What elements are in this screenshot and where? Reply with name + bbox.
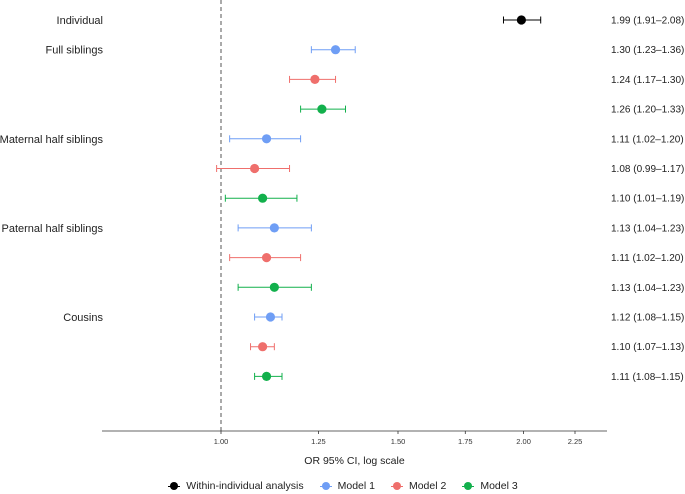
point-estimate [317,104,327,114]
estimate-row [224,193,298,203]
tick-label: 1.00 [214,437,229,446]
legend-marker-icon [390,481,404,491]
tick-label: 2.00 [516,437,531,446]
point-estimate [269,223,279,233]
point-estimate [265,312,276,322]
legend-item: Model 2 [390,480,446,492]
legend-marker-icon [461,481,475,491]
ci-text: 1.10 (1.01–1.19) [611,194,684,205]
point-estimate [261,253,272,263]
ci-text: 1.08 (0.99–1.17) [611,164,684,175]
estimate-row [250,342,275,352]
estimate-row [237,223,312,233]
ci-text: 1.10 (1.07–1.13) [611,342,684,353]
estimate-row [237,282,312,292]
legend-item: Model 1 [319,480,375,492]
group-label: Paternal half siblings [1,223,103,235]
group-label: Individual [57,15,103,27]
legend-label: Model 2 [408,480,447,492]
group-label: Cousins [63,312,103,324]
point-estimate [258,193,268,203]
point-estimate [269,282,279,292]
estimate-row [229,134,302,144]
x-axis-title: OR 95% CI, log scale [304,455,405,467]
tick-label: 1.75 [458,437,473,446]
legend: Within-individual analysis Model 1 Model 2… [0,478,685,494]
ci-text: 1.11 (1.02–1.20) [611,134,684,145]
ci-text: 1.26 (1.20–1.33) [611,105,684,116]
ci-text: 1.12 (1.08–1.15) [611,313,684,324]
legend-label: Model 3 [480,480,518,492]
point-estimate [330,45,341,55]
legend-item: Model 3 [461,480,518,492]
estimate-row [289,74,337,84]
point-estimate [249,163,260,174]
point-estimate [261,134,272,144]
ci-text: 1.13 (1.04–1.23) [611,283,684,294]
group-label: Full siblings [46,45,104,57]
legend-marker-icon [167,481,181,491]
estimate-row [310,45,356,55]
ci-text: 1.99 (1.91–2.08) [611,16,684,27]
legend-label: Model 1 [337,480,375,492]
estimate-row [254,312,283,322]
x-axis-ticks: 1.00 1.25 1.50 1.75 2.00 2.25 [214,431,583,446]
point-estimate [258,342,268,352]
legend-item: Within-individual analysis [167,480,304,492]
ci-text: 1.13 (1.04–1.23) [611,223,684,234]
ci-text: 1.11 (1.02–1.20) [611,253,684,264]
tick-label: 2.25 [568,437,583,446]
group-label: Maternal half siblings [0,134,103,146]
ci-text: 1.24 (1.17–1.30) [611,75,684,86]
legend-label: Within-individual analysis [186,480,304,492]
point-estimate [261,371,272,381]
point-estimate [310,74,320,84]
ci-text: 1.11 (1.08–1.15) [611,372,684,383]
legend-marker-icon [319,481,333,491]
estimate-row [216,163,291,174]
tick-label: 1.50 [391,437,406,446]
estimate-row [300,104,346,114]
estimate-row [254,371,283,381]
estimate-row [502,15,542,25]
point-estimate [516,15,526,25]
ci-text: 1.30 (1.23–1.36) [611,45,684,56]
tick-label: 1.25 [311,437,326,446]
forest-plot: Individual Full siblings Maternal half sib… [0,0,684,467]
estimate-marks [216,15,542,381]
group-labels: Individual Full siblings Maternal half sib… [0,15,103,324]
estimate-row [229,253,302,263]
ci-texts: 1.99 (1.91–2.08) 1.30 (1.23–1.36) 1.24 (1.… [611,16,684,383]
